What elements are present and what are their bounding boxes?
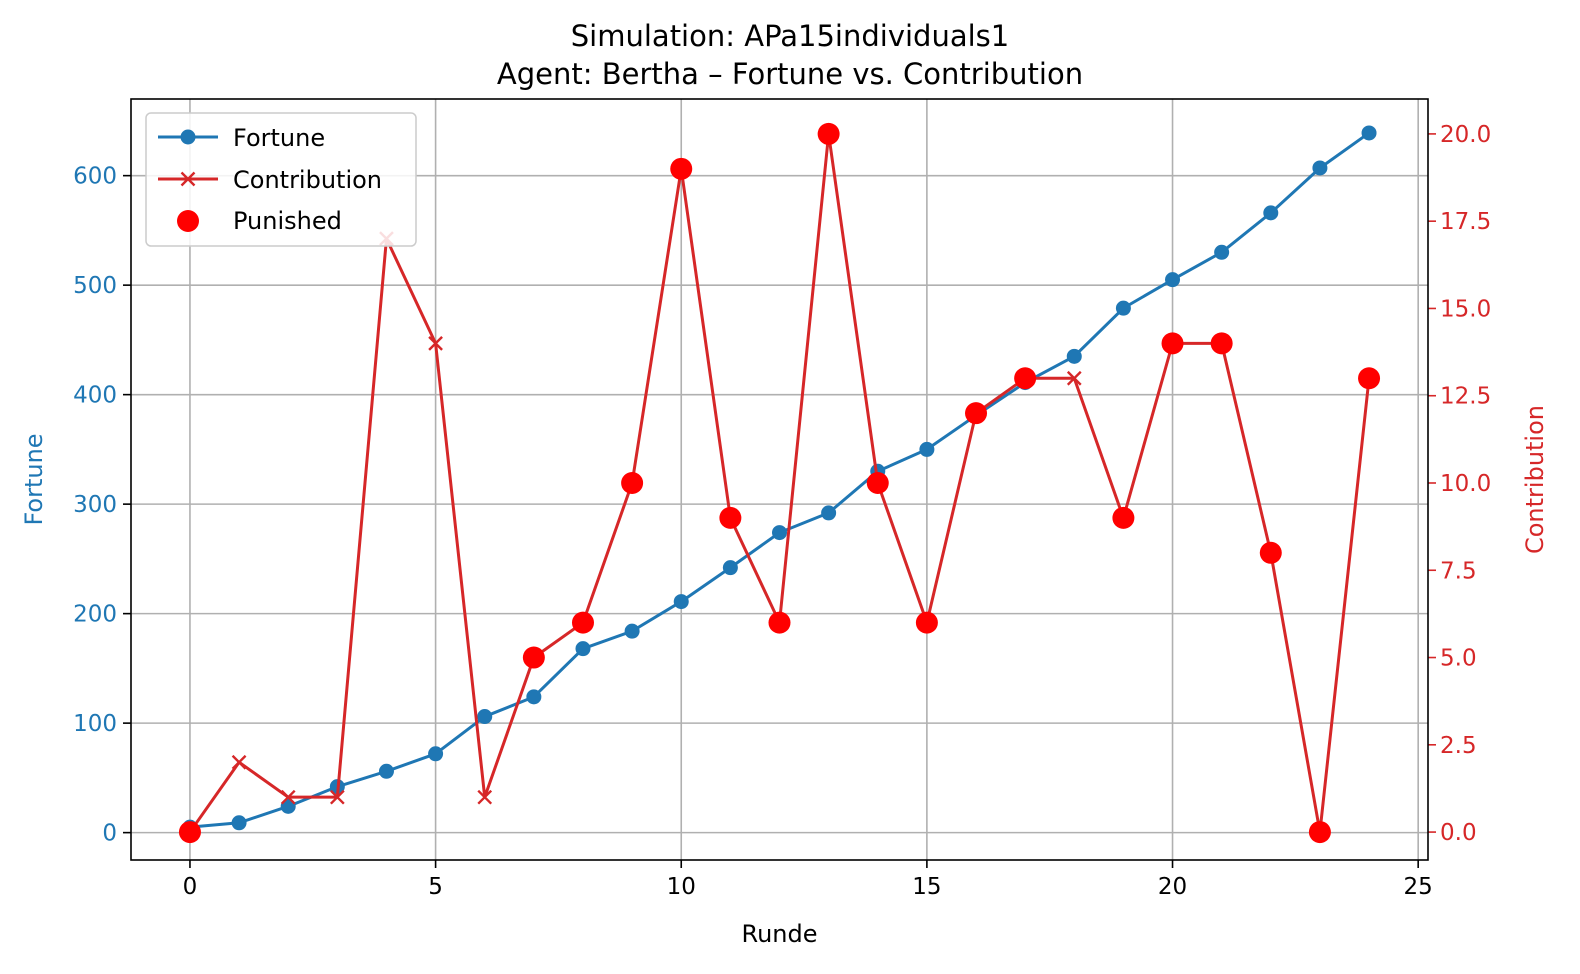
legend-marker-contribution — [180, 171, 196, 187]
left-y-tick-label: 200 — [73, 602, 117, 628]
fortune-point — [1115, 300, 1131, 316]
right-y-tick-label: 17.5 — [1440, 209, 1491, 235]
left-y-axis-ticks: 0 100 200 300 400 500 600 — [73, 164, 131, 847]
fortune-point — [919, 441, 935, 457]
fortune-point — [428, 746, 444, 762]
fortune-point — [673, 594, 689, 610]
contribution-point — [329, 789, 345, 805]
fortune-point — [1214, 244, 1230, 260]
left-y-axis-label: Fortune — [20, 433, 48, 525]
fortune-point — [1165, 272, 1181, 288]
fortune-point — [231, 815, 247, 831]
punished-point — [965, 402, 988, 425]
right-y-tick-label: 7.5 — [1440, 558, 1477, 584]
contribution-point — [231, 754, 247, 770]
right-y-tick-label: 0.0 — [1440, 820, 1477, 846]
punished-point — [1308, 821, 1331, 844]
x-axis-ticks: 0 5 10 15 20 25 — [183, 860, 1433, 900]
legend-label-fortune: Fortune — [233, 124, 325, 152]
punished-point — [1358, 367, 1381, 390]
punished-point — [915, 611, 938, 634]
contribution-point — [428, 336, 443, 351]
x-tick-label: 5 — [428, 874, 443, 900]
punished-point — [621, 471, 644, 494]
contribution-point — [280, 789, 296, 805]
plot-frame — [130, 98, 1429, 861]
punished-point — [178, 821, 201, 844]
punished-point — [1112, 506, 1135, 529]
x-tick-label: 25 — [1404, 874, 1433, 900]
fortune-point — [1361, 125, 1377, 141]
left-y-tick-label: 100 — [73, 711, 117, 737]
fortune-point — [1312, 160, 1328, 176]
fortune-point — [477, 709, 493, 725]
punished-point — [817, 122, 840, 145]
punished-point — [768, 611, 791, 634]
x-axis-label: Runde — [741, 920, 817, 948]
fortune-point — [624, 623, 640, 639]
right-y-tick-label: 5.0 — [1440, 646, 1477, 672]
x-tick-label: 20 — [1158, 874, 1187, 900]
contribution-point — [477, 789, 493, 805]
legend-item-punished — [177, 210, 199, 232]
punished-point — [1014, 367, 1037, 390]
chart-title: Simulation: APa15individuals1 — [571, 19, 1009, 53]
fortune-point — [722, 560, 738, 576]
right-y-tick-label: 12.5 — [1440, 384, 1491, 410]
legend-item-fortune — [158, 129, 218, 145]
fortune-point — [575, 641, 591, 657]
legend: Fortune Contribution Punished — [145, 112, 417, 247]
punished-point — [670, 157, 693, 180]
left-y-tick-label: 300 — [73, 492, 117, 518]
fortune-point — [1263, 205, 1279, 221]
punished-point — [719, 506, 742, 529]
right-y-tick-label: 2.5 — [1440, 733, 1477, 759]
chart-subtitle: Agent: Bertha – Fortune vs. Contribution — [497, 57, 1083, 91]
fortune-point — [772, 525, 787, 541]
legend-marker-fortune — [180, 129, 196, 145]
punished-point — [571, 611, 594, 634]
right-y-tick-label: 20.0 — [1440, 122, 1491, 148]
fortune-point — [378, 763, 394, 779]
right-y-tick-label: 15.0 — [1440, 296, 1491, 322]
right-y-axis-label: Contribution — [1521, 405, 1549, 554]
left-y-tick-label: 400 — [73, 383, 117, 409]
left-y-tick-label: 0 — [102, 821, 117, 847]
punished-point — [1259, 541, 1282, 564]
punished-point — [1161, 332, 1184, 355]
right-y-axis-ticks: 0.0 2.5 5.0 7.5 10.0 12.5 15.0 17.5 20.0 — [1428, 122, 1491, 846]
punished-point — [1210, 332, 1233, 355]
contribution-point — [1066, 370, 1082, 386]
x-tick-label: 0 — [183, 874, 198, 900]
legend-box — [145, 112, 417, 247]
fortune-point — [821, 505, 837, 521]
punished-point — [866, 471, 889, 494]
legend-marker-punished — [177, 210, 199, 232]
x-tick-label: 10 — [667, 874, 696, 900]
right-y-tick-label: 10.0 — [1440, 471, 1491, 497]
left-y-tick-label: 600 — [73, 164, 117, 190]
fortune-point — [526, 689, 542, 705]
fortune-point — [1066, 348, 1082, 364]
legend-label-punished: Punished — [233, 207, 342, 235]
legend-label-contribution: Contribution — [233, 166, 382, 194]
legend-item-contribution — [158, 171, 218, 187]
left-y-tick-label: 500 — [73, 273, 117, 299]
punished-point — [522, 646, 545, 669]
x-tick-label: 15 — [912, 874, 941, 900]
